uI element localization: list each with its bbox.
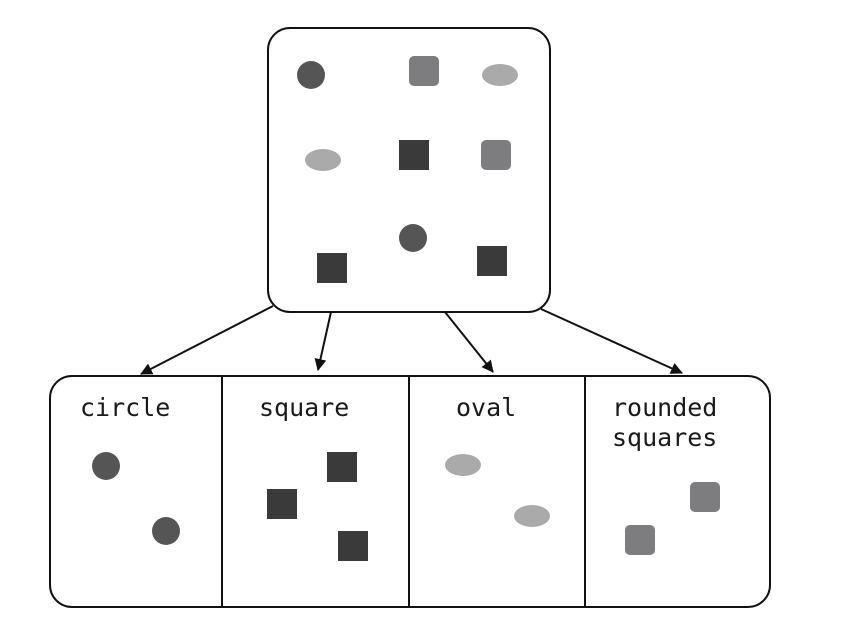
square-shape [317,253,347,283]
square-shape [399,140,429,170]
category-oval: oval [445,393,550,527]
square-shape [338,531,368,561]
circle-shape [92,452,120,480]
square-shape [327,452,357,482]
arrow-to-circle [140,305,274,375]
source-shapes [297,56,518,283]
category-shapes-circle [92,452,180,545]
square-shape [267,489,297,519]
category-rounded-squares: rounded squares [612,393,732,555]
category-shapes-oval [445,454,550,527]
category-shapes-square [267,452,368,561]
category-label-oval: oval [456,393,516,422]
category-label-line: squares [612,423,717,452]
rounded-square-shape [481,140,511,170]
square-shape [477,246,507,276]
oval-shape [514,505,550,527]
rounded-square-shape [690,482,720,512]
source-box [267,27,551,313]
oval-shape [445,454,481,476]
rounded-square-shape [409,56,439,86]
category-label-line: rounded [612,393,717,422]
circle-shape [152,517,180,545]
circle-shape [297,61,325,89]
category-shapes-rounded-squares [625,482,720,555]
category-square: square [259,393,368,561]
circle-shape [399,224,427,252]
arrow-to-oval [444,311,494,373]
arrow-to-rounded-squares [540,308,683,374]
category-circle: circle [80,393,180,545]
category-label-square: square [259,393,349,422]
category-label-rounded-squares: rounded squares [612,393,732,452]
arrows [140,305,683,375]
category-container: circle square oval rounded squares [49,375,771,608]
oval-shape [305,149,341,171]
arrow-to-square [314,311,332,371]
rounded-square-shape [625,525,655,555]
category-label-circle: circle [80,393,170,422]
oval-shape [482,64,518,86]
